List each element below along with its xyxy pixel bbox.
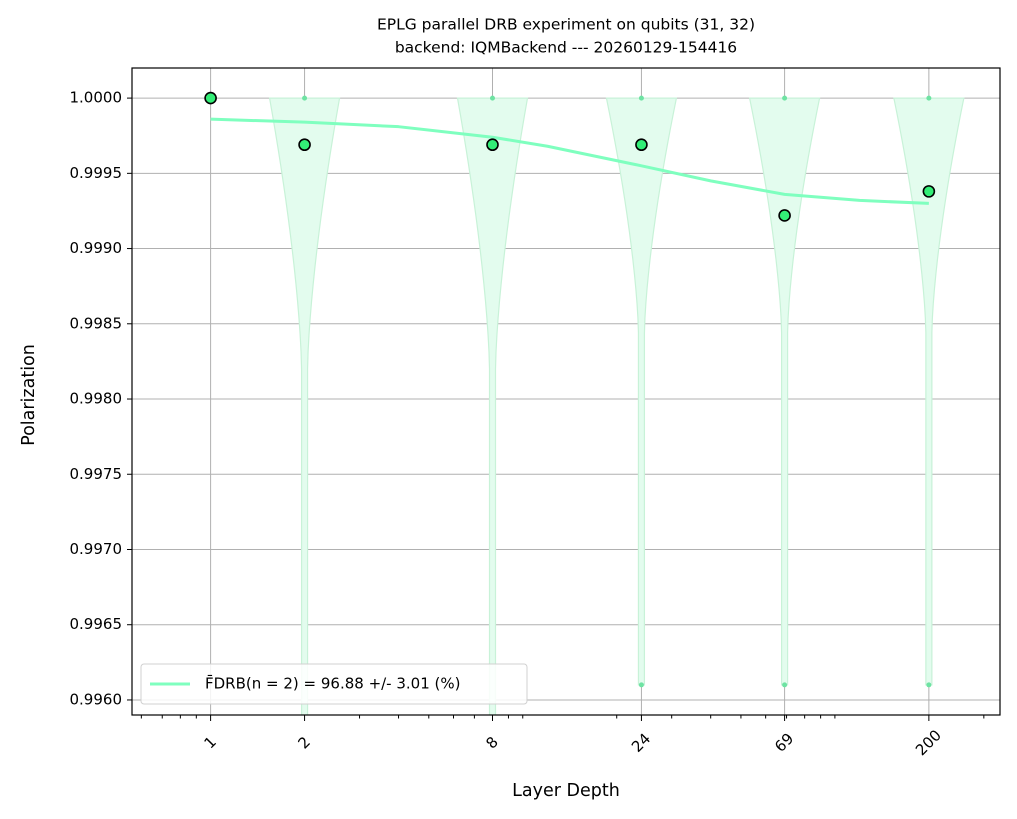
- x-tick-label: 69: [771, 730, 797, 756]
- y-axis-label: Polarization: [19, 344, 39, 446]
- violin-max-marker: [302, 95, 308, 101]
- violin: [456, 97, 529, 715]
- x-tick-label: 2: [294, 733, 313, 752]
- fit-line: [210, 117, 929, 205]
- plot-area: [204, 91, 965, 778]
- x-tick-label: 200: [912, 726, 945, 759]
- data-point: [778, 209, 791, 222]
- violin-max-marker: [490, 95, 496, 101]
- data-point: [486, 138, 499, 152]
- violin-max-marker: [782, 95, 788, 101]
- axes: 0.9960 0.9965 0.9970 0.9975 0.9980 0.9985 0.99…: [70, 89, 985, 759]
- x-tick-label: 8: [482, 733, 501, 752]
- legend-label: F̄DRB(n = 2) = 96.88 +/- 3.01 (%): [205, 674, 461, 693]
- data-point: [298, 138, 311, 152]
- x-axis-label: Layer Depth: [512, 781, 620, 801]
- violin-min-marker: [302, 773, 307, 778]
- y-tick-label: 1.0000: [70, 89, 123, 107]
- data-point: [204, 91, 217, 105]
- axes-frame: [131, 67, 1001, 716]
- violin-max-marker: [638, 95, 644, 101]
- x-tick-label: 1: [201, 733, 220, 752]
- violin-min-marker: [782, 682, 788, 688]
- chart-title: EPLG parallel DRB experiment on qubits (…: [377, 16, 755, 34]
- y-tick-label: 0.9970: [70, 540, 123, 558]
- violin: [748, 97, 821, 686]
- y-tick-label: 0.9985: [70, 314, 123, 332]
- x-tick-label: 24: [628, 730, 654, 756]
- y-tick-label: 0.9965: [70, 615, 123, 633]
- y-tick-label: 0.9960: [70, 690, 123, 708]
- violin: [605, 97, 678, 686]
- violin-min-marker: [490, 773, 495, 778]
- chart-subtitle: backend: IQMBackend --- 20260129-154416: [395, 39, 737, 57]
- data-point: [922, 185, 936, 198]
- data-point: [635, 138, 648, 152]
- y-tick-label: 0.9995: [70, 164, 123, 182]
- legend-box: [140, 663, 528, 705]
- violin: [893, 97, 965, 686]
- legend: F̄DRB(n = 2) = 96.88 +/- 3.01 (%): [140, 663, 528, 705]
- y-tick-label: 0.9990: [70, 239, 123, 257]
- violin: [268, 97, 341, 715]
- violin-min-marker: [638, 682, 644, 688]
- y-tick-label: 0.9975: [70, 465, 123, 483]
- violin-max-marker: [926, 95, 932, 101]
- violin-min-marker: [926, 682, 932, 688]
- grid: [132, 68, 1000, 715]
- y-tick-label: 0.9980: [70, 390, 123, 408]
